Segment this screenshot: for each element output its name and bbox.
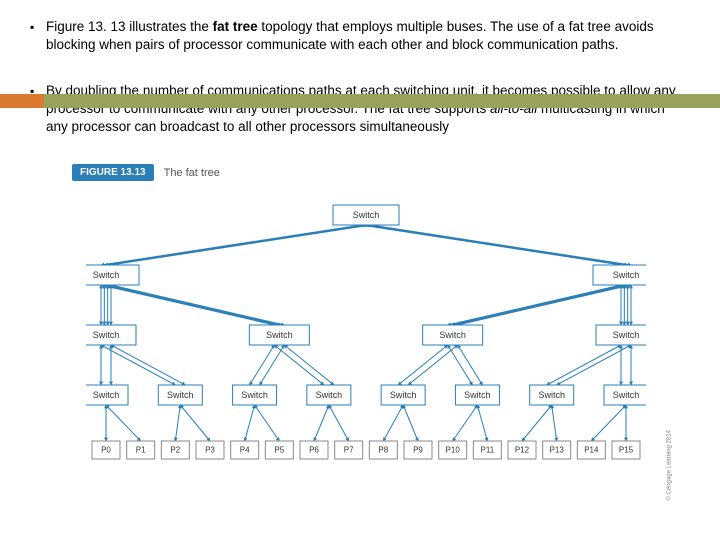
svg-text:P4: P4 [240,446,250,455]
processor-node: P7 [335,441,363,459]
slide-content: ▪Figure 13. 13 illustrates the fat tree … [0,0,720,156]
figure-13-13: FIGURE 13.13 The fat tree SwitchSwitchSw… [72,164,660,467]
svg-text:Switch: Switch [93,270,120,280]
svg-text:Switch: Switch [167,390,194,400]
svg-text:P0: P0 [101,446,111,455]
switch-node: Switch [381,385,425,405]
switch-node: Switch [593,265,646,285]
processor-node: P14 [577,441,605,459]
bullet-item: ▪By doubling the number of communication… [30,82,690,136]
accent-bar [0,94,720,108]
processor-node: P5 [265,441,293,459]
svg-text:P11: P11 [481,446,495,455]
svg-text:P6: P6 [309,446,319,455]
switch-node: Switch [333,205,399,225]
svg-text:P13: P13 [550,446,565,455]
svg-text:P7: P7 [344,446,354,455]
svg-text:Switch: Switch [613,390,640,400]
svg-text:Switch: Switch [93,390,120,400]
bullet-text: Figure 13. 13 illustrates the fat tree t… [46,18,690,54]
switch-node: Switch [249,325,309,345]
switch-node: Switch [604,385,646,405]
switch-node: Switch [596,325,646,345]
copyright-text: © Cengage Learning 2014 [666,430,672,500]
svg-text:Switch: Switch [439,330,466,340]
bullet-marker-icon: ▪ [30,82,40,136]
svg-text:Switch: Switch [464,390,491,400]
processor-node: P15 [612,441,640,459]
svg-text:P10: P10 [446,446,461,455]
processor-node: P3 [196,441,224,459]
svg-text:Switch: Switch [613,330,640,340]
processor-node: P1 [127,441,155,459]
svg-text:Switch: Switch [390,390,417,400]
processor-node: P6 [300,441,328,459]
switch-node: Switch [86,325,136,345]
svg-text:Switch: Switch [538,390,565,400]
processor-node: P12 [508,441,536,459]
switch-node: Switch [86,265,139,285]
processor-node: P8 [369,441,397,459]
svg-text:Switch: Switch [241,390,268,400]
bullet-text: By doubling the number of communications… [46,82,690,136]
processor-node: P2 [161,441,189,459]
accent-orange [0,94,44,108]
processor-node: P0 [92,441,120,459]
svg-text:P1: P1 [136,446,146,455]
bullet-item: ▪Figure 13. 13 illustrates the fat tree … [30,18,690,54]
svg-text:Switch: Switch [353,210,380,220]
svg-text:P8: P8 [378,446,388,455]
svg-text:Switch: Switch [266,330,293,340]
svg-text:Switch: Switch [316,390,343,400]
figure-header: FIGURE 13.13 The fat tree [72,164,660,181]
switch-node: Switch [307,385,351,405]
svg-text:P5: P5 [274,446,284,455]
processor-node: P4 [231,441,259,459]
switch-node: Switch [158,385,202,405]
accent-olive [44,94,720,108]
svg-text:P2: P2 [170,446,180,455]
svg-text:P15: P15 [619,446,634,455]
svg-text:P14: P14 [584,446,599,455]
switch-node: Switch [423,325,483,345]
switch-node: Switch [233,385,277,405]
svg-text:P12: P12 [515,446,530,455]
bullet-marker-icon: ▪ [30,18,40,54]
switch-node: Switch [455,385,499,405]
processor-node: P9 [404,441,432,459]
switch-node: Switch [530,385,574,405]
figure-caption: The fat tree [164,167,220,179]
svg-text:Switch: Switch [613,270,640,280]
processor-node: P10 [439,441,467,459]
svg-text:Switch: Switch [93,330,120,340]
processor-node: P13 [543,441,571,459]
processor-node: P11 [473,441,501,459]
svg-text:P3: P3 [205,446,215,455]
svg-text:P9: P9 [413,446,423,455]
figure-label-tab: FIGURE 13.13 [72,164,154,181]
fat-tree-diagram: Switch Switch Switch Switch Switch Switch Swit… [86,187,646,467]
switch-node: Switch [86,385,128,405]
